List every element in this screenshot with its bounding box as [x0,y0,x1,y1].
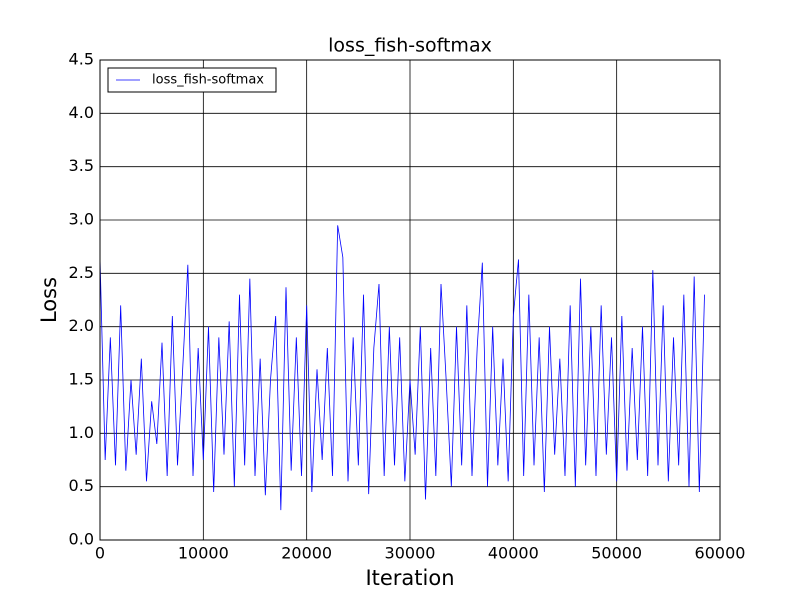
legend-label: loss_fish-softmax [152,73,264,88]
y-tick-label: 4.5 [69,50,94,69]
y-tick-label: 3.0 [69,210,94,229]
y-tick-label: 4.0 [69,103,94,122]
y-tick-label: 2.0 [69,316,94,335]
x-tick-label: 0 [95,544,105,563]
x-tick-label: 60000 [695,544,746,563]
y-tick-label: 2.5 [69,263,94,282]
x-tick-label: 10000 [178,544,229,563]
x-tick-label: 20000 [281,544,332,563]
y-tick-label: 3.5 [69,156,94,175]
plot-frame [99,59,721,541]
y-tick-label: 0.0 [69,530,94,549]
y-tick-label: 1.0 [69,423,94,442]
x-tick-label: 30000 [385,544,436,563]
y-axis-label: Loss [37,277,61,323]
x-tick-label: 50000 [591,544,642,563]
x-axis-label: Iteration [365,566,454,590]
chart-title: loss_fish-softmax [328,35,492,57]
data-line [99,225,705,511]
y-tick-label: 1.5 [69,370,94,389]
y-tick-label: 0.5 [69,476,94,495]
x-tick-label: 40000 [488,544,539,563]
